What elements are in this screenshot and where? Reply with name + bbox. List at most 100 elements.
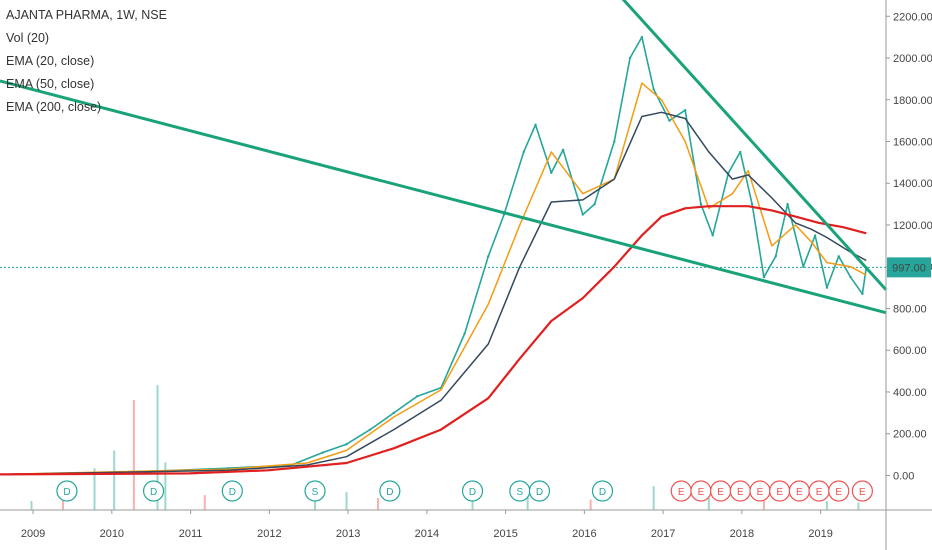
price-point xyxy=(463,332,466,335)
event-marker-circle xyxy=(142,480,165,502)
price-point xyxy=(392,411,395,415)
price-point xyxy=(487,255,490,258)
volume-bar xyxy=(93,468,96,510)
chart-legend: AJANTA PHARMA, 1W, NSE Vol (20) EMA (20,… xyxy=(6,4,167,119)
legend-ema200: EMA (200, close) xyxy=(6,100,102,114)
price-point xyxy=(774,255,777,258)
y-tick-label: 1800.00 xyxy=(893,95,932,107)
price-point xyxy=(581,213,584,216)
x-tick-label: 2019 xyxy=(808,528,832,540)
price-point xyxy=(628,56,632,60)
x-tick-label: 2016 xyxy=(572,528,596,540)
event-marker-circle xyxy=(461,480,484,502)
series-ema-50-close xyxy=(0,111,867,476)
x-tick-label: 2014 xyxy=(415,528,439,540)
price-point xyxy=(668,119,671,122)
price-point xyxy=(683,108,687,112)
y-tick-label: 400.00 xyxy=(893,387,927,399)
series-lines xyxy=(0,0,888,476)
price-point xyxy=(699,202,703,206)
volume-bar xyxy=(345,492,348,510)
price-point xyxy=(802,265,805,268)
volume-bar xyxy=(825,501,828,510)
event-marker-label: D xyxy=(229,487,236,498)
price-point xyxy=(813,234,817,237)
x-tick-label: 2010 xyxy=(100,528,124,540)
volume-bar xyxy=(30,501,33,510)
event-marker-label: E xyxy=(757,487,764,498)
volume-bar xyxy=(857,502,860,510)
price-point xyxy=(861,292,864,296)
price-point xyxy=(534,123,537,127)
price-point xyxy=(750,202,754,206)
y-tick-label: 1400.00 xyxy=(893,178,932,190)
event-marker-circle xyxy=(379,480,401,502)
legend-symbol: AJANTA PHARMA, 1W, NSE xyxy=(6,8,167,22)
event-marker-label: S xyxy=(312,487,319,498)
y-tick-label: 200.00 xyxy=(893,429,927,441)
price-point xyxy=(786,202,789,206)
price-point xyxy=(416,394,419,398)
event-marker-circle xyxy=(828,480,850,502)
event-marker-label: E xyxy=(816,487,823,498)
x-tick-label: 2013 xyxy=(336,528,360,540)
y-tick-label: 600.00 xyxy=(893,345,927,357)
volume-bar xyxy=(132,399,135,510)
event-marker-label: E xyxy=(835,487,842,498)
price-point xyxy=(561,148,565,152)
series-ema-200-close xyxy=(0,205,867,476)
price-point xyxy=(550,171,553,175)
volume-bars xyxy=(30,385,860,510)
legend-ema50: EMA (50, close) xyxy=(6,77,95,91)
volume-bar xyxy=(377,498,380,510)
event-marker-label: D xyxy=(63,487,70,498)
volume-bar xyxy=(707,498,710,510)
legend-vol: Vol (20) xyxy=(6,31,50,45)
volume-bar xyxy=(113,450,116,510)
volume-bar xyxy=(164,462,167,510)
y-tick-label: 1600.00 xyxy=(893,137,932,149)
series-ema-20-close xyxy=(0,82,867,476)
price-point xyxy=(711,234,714,237)
y-tick-label: 2200.00 xyxy=(893,11,932,23)
event-marker-circle xyxy=(221,480,243,502)
event-marker-label: E xyxy=(678,487,685,498)
y-tick-label: 2000.00 xyxy=(893,53,932,65)
x-tick-label: 2015 xyxy=(493,528,517,540)
x-tick-label: 2012 xyxy=(257,528,281,540)
x-tick-label: 2017 xyxy=(651,528,675,540)
event-marker-label: D xyxy=(386,487,393,498)
price-point xyxy=(640,35,644,39)
event-marker-circle xyxy=(56,480,78,502)
price-point xyxy=(837,255,840,258)
volume-bar xyxy=(762,495,765,510)
price-point xyxy=(739,150,742,154)
last-price-badge xyxy=(887,257,931,278)
x-tick-label: 2018 xyxy=(730,528,754,540)
event-marker-circle xyxy=(528,480,551,502)
price-point xyxy=(762,275,766,279)
volume-bar xyxy=(589,499,592,510)
price-point xyxy=(825,286,829,289)
last-price-label: 997.00 xyxy=(892,262,926,274)
y-tick-label: 800.00 xyxy=(893,303,927,315)
x-tick-label: 2011 xyxy=(179,528,203,540)
event-marker-label: D xyxy=(536,487,543,498)
volume-bar xyxy=(156,385,159,510)
price-point xyxy=(849,275,852,279)
volume-bar xyxy=(62,492,65,510)
event-marker-label: E xyxy=(776,487,783,498)
event-marker-label: E xyxy=(717,487,724,498)
event-marker-label: E xyxy=(796,487,803,498)
series-upper-trendline xyxy=(621,0,888,291)
volume-bar xyxy=(471,501,474,510)
legend-ema20: EMA (20, close) xyxy=(6,54,95,68)
price-point xyxy=(613,140,616,143)
volume-bar xyxy=(652,486,655,510)
y-tick-label: 0.00 xyxy=(893,470,914,482)
event-marker-label: D xyxy=(150,487,157,498)
price-point xyxy=(652,88,655,91)
